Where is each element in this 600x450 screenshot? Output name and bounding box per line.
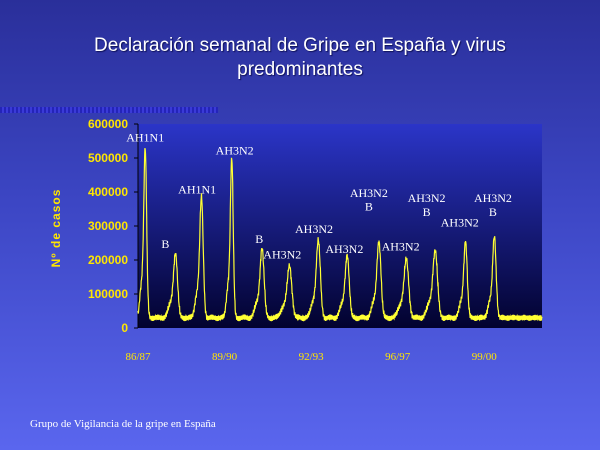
title-line-1: Declaración semanal de Gripe en España y… — [94, 35, 506, 56]
virus-annotation: AH3N2 — [408, 191, 446, 205]
y-tick-label: 600000 — [88, 117, 128, 131]
virus-annotation: AH3N2 — [441, 216, 479, 230]
x-tick-label: 92/93 — [299, 351, 325, 363]
x-tick-label: 86/87 — [125, 351, 151, 363]
virus-annotation: B — [255, 232, 263, 246]
virus-annotation: AH3N2 — [263, 247, 301, 261]
virus-annotation: AH1N1 — [126, 131, 164, 145]
y-tick-label: 400000 — [88, 185, 128, 199]
footer-credit: Grupo de Vigilancia de la gripe en Españ… — [30, 418, 216, 430]
x-tick-label: 99/00 — [472, 351, 498, 363]
y-tick-label: 0 — [121, 321, 128, 335]
virus-annotation: B — [423, 205, 431, 219]
x-tick-label: 89/90 — [212, 351, 238, 363]
y-axis-label: Nº de casos — [49, 189, 63, 268]
y-tick-label: 500000 — [88, 151, 128, 165]
chart-title: Declaración semanal de Gripe en España y… — [40, 34, 560, 82]
virus-annotation: B — [489, 205, 497, 219]
x-tick-label: 96/97 — [385, 351, 411, 363]
weekly-cases-line — [137, 147, 543, 322]
y-tick-label: 200000 — [88, 253, 128, 267]
virus-annotation: AH3N2 — [382, 239, 420, 253]
plot-area — [138, 124, 542, 328]
title-divider — [0, 107, 218, 113]
virus-annotation: AH1N1 — [178, 183, 216, 197]
virus-annotation: B — [161, 237, 169, 251]
y-tick-label: 300000 — [88, 219, 128, 233]
virus-annotation: AH3N2 — [216, 144, 254, 158]
y-tick-label: 100000 — [88, 287, 128, 301]
virus-annotation: AH3N2 — [350, 186, 388, 200]
virus-annotation: AH3N2 — [325, 242, 363, 256]
virus-annotation: B — [365, 200, 373, 214]
virus-annotation: AH3N2 — [295, 222, 333, 236]
virus-annotation: AH3N2 — [474, 191, 512, 205]
title-line-2: predominantes — [237, 59, 363, 80]
